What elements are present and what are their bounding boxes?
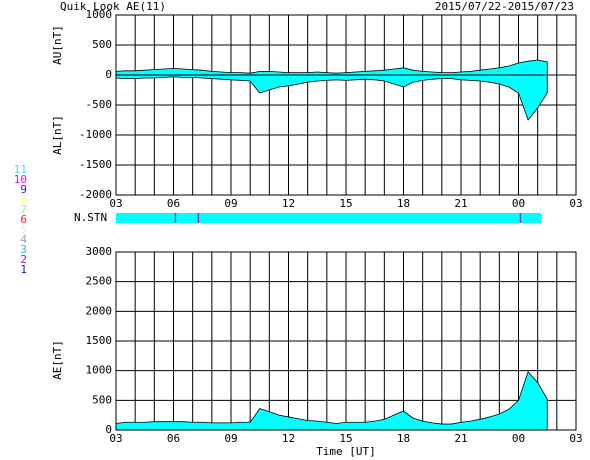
- x-tick-label: 09: [224, 197, 237, 210]
- station-label: 1: [20, 263, 27, 276]
- station-label: 2: [20, 253, 27, 266]
- x-tick-label: 12: [282, 432, 295, 445]
- y-tick-label: 1000: [86, 8, 113, 21]
- x-tick-label: 03: [569, 432, 582, 445]
- station-label: 5: [20, 223, 27, 236]
- y-tick-label: -1500: [79, 158, 112, 171]
- x-tick-label: 15: [339, 197, 352, 210]
- y-tick-label: 0: [105, 423, 112, 436]
- y-tick-label: 1500: [86, 334, 113, 347]
- x-tick-label: 06: [167, 197, 180, 210]
- station-label: 7: [20, 203, 27, 216]
- x-tick-label: 03: [109, 432, 122, 445]
- area: [115, 74, 548, 121]
- x-tick-label: 03: [569, 197, 582, 210]
- station-label: 6: [20, 213, 27, 226]
- area: [115, 371, 548, 431]
- y-tick-label: -2000: [79, 188, 112, 201]
- x-tick-label: 12: [282, 197, 295, 210]
- y-axis-label: AE[nT]: [51, 340, 64, 380]
- y-tick-label: 2000: [86, 304, 113, 317]
- y-tick-label: 1000: [86, 364, 113, 377]
- y-tick-label: -500: [86, 98, 113, 111]
- station-bar-label: N.STN: [74, 211, 107, 224]
- station-label: 9: [20, 183, 27, 196]
- y-tick-label: 500: [92, 393, 112, 406]
- station-label: 8: [20, 193, 27, 206]
- x-tick-label: 09: [224, 432, 237, 445]
- station-label: 11: [14, 163, 27, 176]
- station-label: 4: [20, 233, 27, 246]
- x-tick-label: 03: [109, 197, 122, 210]
- station-label: 10: [14, 173, 27, 186]
- x-tick-label: 00: [512, 432, 525, 445]
- y-tick-label: 2500: [86, 275, 113, 288]
- x-tick-label: 21: [454, 432, 467, 445]
- x-tick-label: 18: [397, 197, 410, 210]
- x-tick-label: 00: [512, 197, 525, 210]
- y-tick-label: -1000: [79, 128, 112, 141]
- x-tick-label: 15: [339, 432, 352, 445]
- x-tick-label: 06: [167, 432, 180, 445]
- title: Quik Look AE(11): [60, 0, 166, 13]
- area: [115, 59, 548, 76]
- plot-frame: [115, 251, 577, 431]
- y-tick-label: 0: [105, 68, 112, 81]
- plot-frame: [115, 14, 577, 196]
- x-tick-label: 18: [397, 432, 410, 445]
- y-axis-label: AL[nT]: [51, 115, 64, 155]
- y-tick-label: 500: [92, 38, 112, 51]
- date-range: 2015/07/22-2015/07/23: [435, 0, 574, 13]
- y-tick-label: 3000: [86, 245, 113, 258]
- x-tick-label: 21: [454, 197, 467, 210]
- y-axis-label: AU[nT]: [51, 25, 64, 65]
- station-bar: [116, 213, 542, 223]
- x-axis-label: Time [UT]: [316, 445, 376, 458]
- station-label: 3: [20, 243, 27, 256]
